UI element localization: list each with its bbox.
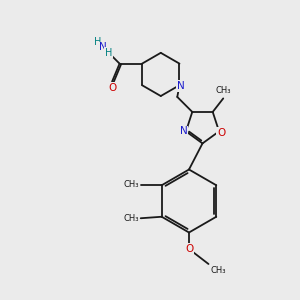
Text: N: N bbox=[180, 126, 188, 136]
Text: O: O bbox=[108, 82, 116, 93]
Text: O: O bbox=[185, 244, 193, 254]
Text: CH₃: CH₃ bbox=[215, 86, 231, 95]
Text: O: O bbox=[217, 128, 226, 138]
Text: H: H bbox=[105, 47, 112, 58]
Text: N: N bbox=[177, 81, 185, 91]
Text: CH₃: CH₃ bbox=[211, 266, 226, 275]
Text: CH₃: CH₃ bbox=[124, 180, 139, 189]
Text: H: H bbox=[94, 37, 101, 47]
Text: CH₃: CH₃ bbox=[124, 214, 139, 223]
Text: N: N bbox=[99, 42, 107, 52]
